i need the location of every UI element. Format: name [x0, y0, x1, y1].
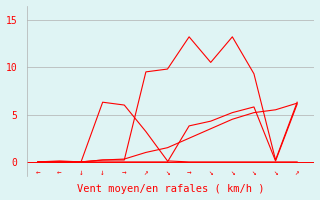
Text: ↘: ↘ [165, 168, 170, 177]
Text: ←: ← [36, 168, 40, 177]
Text: →: → [187, 168, 191, 177]
Text: ↓: ↓ [79, 168, 84, 177]
Text: ↘: ↘ [208, 168, 213, 177]
Text: ←: ← [57, 168, 62, 177]
Text: ↗: ↗ [295, 168, 300, 177]
Text: ↘: ↘ [273, 168, 278, 177]
Text: ↘: ↘ [230, 168, 235, 177]
X-axis label: Vent moyen/en rafales ( km/h ): Vent moyen/en rafales ( km/h ) [77, 184, 265, 194]
Text: →: → [122, 168, 127, 177]
Text: ↗: ↗ [144, 168, 148, 177]
Text: ↓: ↓ [100, 168, 105, 177]
Text: ↘: ↘ [252, 168, 256, 177]
